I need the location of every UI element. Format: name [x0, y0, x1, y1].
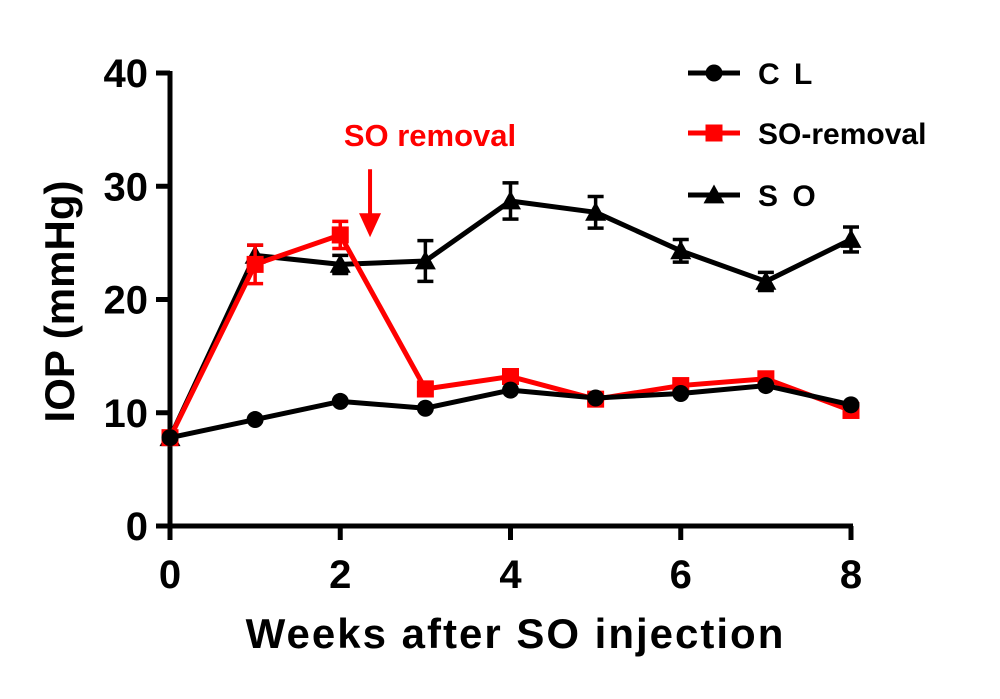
so-removal-series-line [167, 232, 852, 439]
s-o-point-2 [329, 253, 351, 273]
s-o-point-3 [414, 250, 436, 270]
x-tick-label-2: 2 [329, 553, 351, 597]
c-l-point-8 [842, 396, 860, 414]
x-tick-label-6: 6 [670, 553, 692, 597]
s-o-point-4 [500, 190, 521, 210]
s-o-point-6 [670, 240, 692, 260]
legend-marker-so-removal [705, 124, 723, 142]
s-o-point-5 [585, 201, 607, 221]
legend-label-c-l: C L [758, 58, 815, 91]
c-l-point-2 [331, 392, 349, 410]
y-tick-label-30: 30 [104, 165, 149, 209]
s-o-point-7 [755, 270, 777, 290]
y-tick-label-0: 0 [126, 505, 148, 549]
s-o-point-8 [840, 228, 862, 248]
so-removal-point-2 [331, 226, 349, 244]
y-axis-title: IOP (mmHg) [36, 181, 83, 423]
x-tick-label-0: 0 [159, 553, 181, 597]
x-axis-title: Weeks after SO injection [246, 610, 786, 657]
so-removal-point-1 [246, 255, 264, 273]
x-tick-label-8: 8 [840, 553, 862, 597]
so-removal-point-4 [502, 368, 519, 386]
c-l-point-0 [161, 429, 179, 447]
so-removal-point-3 [416, 380, 434, 398]
y-tick-label-20: 20 [104, 279, 149, 323]
s-o-series-line [167, 198, 853, 439]
c-l-point-3 [416, 399, 434, 417]
c-l-point-6 [672, 384, 690, 402]
y-tick-label-40: 40 [104, 52, 149, 96]
x-tick-label-4: 4 [499, 553, 522, 597]
legend-marker-s-o [703, 184, 725, 204]
legend-marker-c-l [705, 64, 723, 82]
c-l-point-5 [587, 389, 605, 407]
c-l-point-7 [757, 377, 775, 395]
annotation-arrow-head [359, 213, 382, 238]
legend-label-s-o: S O [758, 180, 819, 213]
c-l-point-1 [246, 411, 264, 429]
y-tick-label-10: 10 [104, 392, 149, 436]
annotation-so-removal: SO removal [344, 118, 516, 153]
c-l-point-4 [502, 381, 519, 399]
legend-label-so-removal: SO-removal [758, 118, 926, 151]
